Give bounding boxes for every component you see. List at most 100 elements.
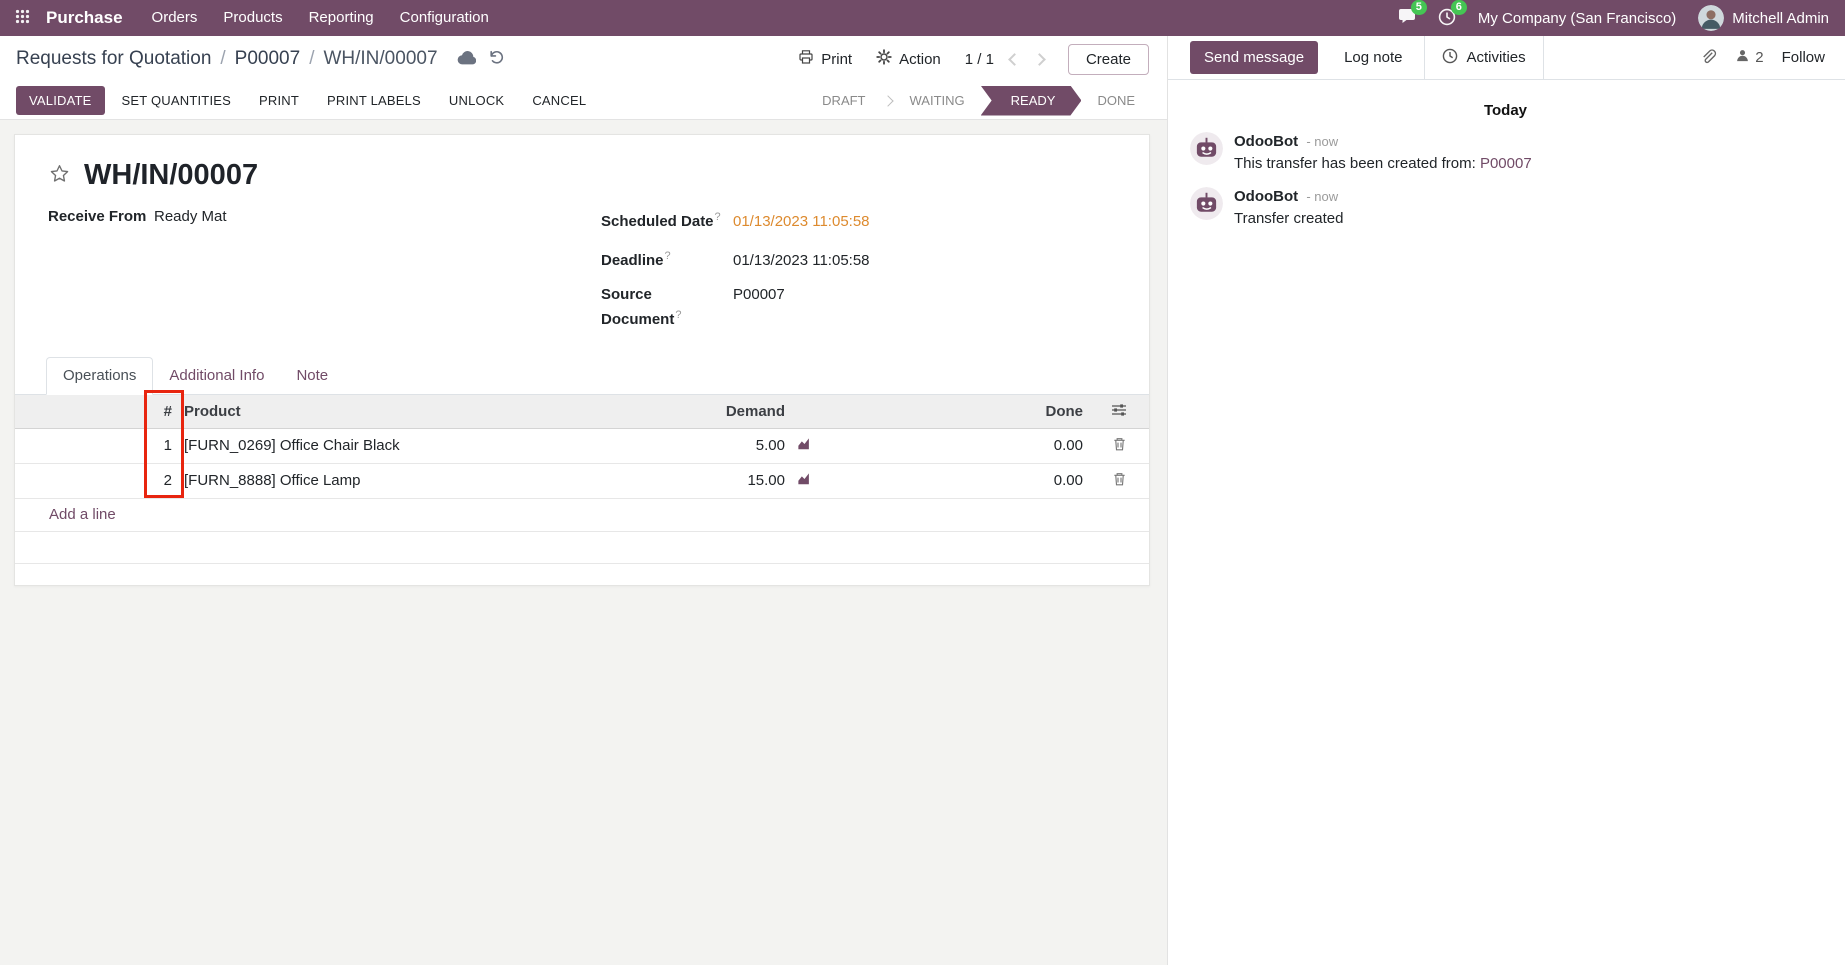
product-column-header: Product (178, 395, 596, 429)
forecast-report-button[interactable] (797, 437, 812, 454)
optional-columns-button[interactable] (1111, 402, 1127, 421)
forecast-report-button[interactable] (797, 472, 812, 489)
state-ready[interactable]: READY (981, 86, 1082, 116)
activities-systray-button[interactable]: 6 (1438, 0, 1467, 29)
print-labels-button[interactable]: PRINT LABELS (316, 86, 432, 115)
source-document-value[interactable]: P00007 (733, 286, 785, 303)
activities-clock-icon (1438, 8, 1456, 29)
delete-row-button[interactable] (1112, 436, 1127, 455)
menu-products[interactable]: Products (223, 9, 283, 26)
cancel-button[interactable]: CANCEL (521, 86, 597, 115)
table-header-row: # Product Demand Done (15, 395, 1149, 429)
followers-person-icon (1735, 48, 1750, 67)
pager-previous-button[interactable] (1008, 52, 1021, 66)
gear-icon (876, 49, 892, 69)
row-product[interactable]: [FURN_0269] Office Chair Black (178, 428, 596, 464)
breadcrumb-p00007[interactable]: P00007 (234, 48, 301, 69)
tab-operations[interactable]: Operations (46, 357, 154, 395)
row-done[interactable]: 0.00 (846, 428, 1089, 464)
print-statusbar-button[interactable]: PRINT (248, 86, 310, 115)
done-column-header: Done (846, 395, 1089, 429)
discard-undo-button[interactable] (488, 49, 505, 69)
message-author[interactable]: OdooBot (1234, 133, 1299, 150)
breadcrumb-rfq[interactable]: Requests for Quotation (16, 48, 212, 69)
scheduled-date-value[interactable]: 01/13/2023 11:05:58 (733, 213, 870, 230)
row-sequence: 1 (140, 428, 178, 464)
breadcrumb-separator: / (309, 48, 315, 69)
state-waiting[interactable]: WAITING (894, 86, 981, 116)
odoobot-avatar (1190, 187, 1223, 220)
row-demand[interactable]: 15.00 (596, 463, 791, 499)
source-record-link[interactable]: P00007 (1479, 155, 1532, 172)
menu-reporting[interactable]: Reporting (308, 9, 374, 26)
message-thread: Today OdooBot - now (1168, 80, 1845, 242)
activities-label: Activities (1466, 49, 1526, 66)
paperclip-icon (1700, 48, 1717, 68)
pager-next-button[interactable] (1033, 52, 1046, 66)
delete-row-button[interactable] (1112, 471, 1127, 490)
area-chart-icon (797, 472, 812, 489)
apps-menu-button[interactable] (0, 0, 44, 36)
action-label: Action (899, 50, 941, 68)
save-indicator-button[interactable] (457, 50, 476, 68)
field-source-document: Source Document? P00007 (601, 285, 1116, 330)
receive-from-label: Receive From (48, 208, 147, 225)
messages-button[interactable]: 5 (1398, 0, 1427, 28)
row-actions-cell (1089, 428, 1149, 464)
forecast-column-header (791, 395, 846, 429)
send-message-button[interactable]: Send message (1190, 41, 1319, 74)
state-pipeline: DRAFT WAITING READY DONE (806, 86, 1151, 116)
handle-column-header (15, 395, 140, 429)
print-label: Print (821, 50, 853, 68)
empty-row (15, 531, 1149, 564)
receive-from-value[interactable]: Ready Mat (154, 208, 227, 225)
set-quantities-button[interactable]: SET QUANTITIES (111, 86, 242, 115)
follow-button[interactable]: Follow (1781, 49, 1825, 66)
log-note-button[interactable]: Log note (1344, 49, 1403, 66)
table-row: 1 [FURN_0269] Office Chair Black 5.00 (15, 428, 1149, 464)
user-menu[interactable]: Mitchell Admin (1698, 5, 1829, 31)
notebook: Operations Additional Info Note # (15, 357, 1149, 623)
table-row: 2 [FURN_8888] Office Lamp 15.00 (15, 463, 1149, 499)
app-name[interactable]: Purchase (46, 8, 123, 27)
attach-files-button[interactable] (1700, 48, 1717, 68)
main-column: Requests for Quotation / P00007 / WH/IN/… (0, 36, 1167, 965)
create-button[interactable]: Create (1067, 43, 1149, 75)
message: OdooBot - now Transfer created (1190, 187, 1821, 228)
activities-button[interactable]: Activities (1424, 35, 1544, 80)
main-menu: Orders Products Reporting Configuration (139, 0, 502, 36)
menu-orders[interactable]: Orders (151, 9, 198, 26)
company-switcher[interactable]: My Company (San Francisco) (1477, 9, 1677, 27)
row-forecast-cell (791, 463, 846, 499)
menu-configuration[interactable]: Configuration (399, 9, 489, 26)
state-draft[interactable]: DRAFT (806, 86, 881, 116)
user-avatar (1698, 5, 1725, 31)
message-author[interactable]: OdooBot (1234, 188, 1299, 205)
tab-additional-info[interactable]: Additional Info (153, 357, 280, 394)
deadline-label: Deadline? (601, 250, 671, 269)
print-button[interactable]: Print (798, 49, 852, 69)
user-name: Mitchell Admin (1732, 9, 1829, 27)
field-deadline: Deadline? 01/13/2023 11:05:58 (601, 246, 1116, 271)
undo-icon (488, 49, 505, 69)
help-marker: ? (675, 309, 682, 321)
favorite-toggle-button[interactable] (48, 163, 71, 188)
message-time: - now (1306, 134, 1339, 149)
deadline-value[interactable]: 01/13/2023 11:05:58 (733, 252, 870, 269)
clock-icon (1442, 48, 1458, 68)
message: OdooBot - now This transfer has been cre… (1190, 132, 1821, 173)
state-done[interactable]: DONE (1081, 86, 1151, 116)
odoobot-avatar (1190, 132, 1223, 165)
tab-note[interactable]: Note (280, 357, 344, 394)
breadcrumb-separator: / (220, 48, 226, 69)
add-a-line-link[interactable]: Add a line (49, 506, 116, 523)
row-product[interactable]: [FURN_8888] Office Lamp (178, 463, 596, 499)
row-demand[interactable]: 5.00 (596, 428, 791, 464)
help-marker: ? (664, 250, 671, 262)
validate-button[interactable]: VALIDATE (16, 86, 105, 115)
action-button[interactable]: Action (876, 49, 941, 69)
unlock-button[interactable]: UNLOCK (438, 86, 515, 115)
followers-button[interactable]: 2 (1735, 48, 1764, 67)
chevron-left-icon (1008, 52, 1021, 66)
row-done[interactable]: 0.00 (846, 463, 1089, 499)
